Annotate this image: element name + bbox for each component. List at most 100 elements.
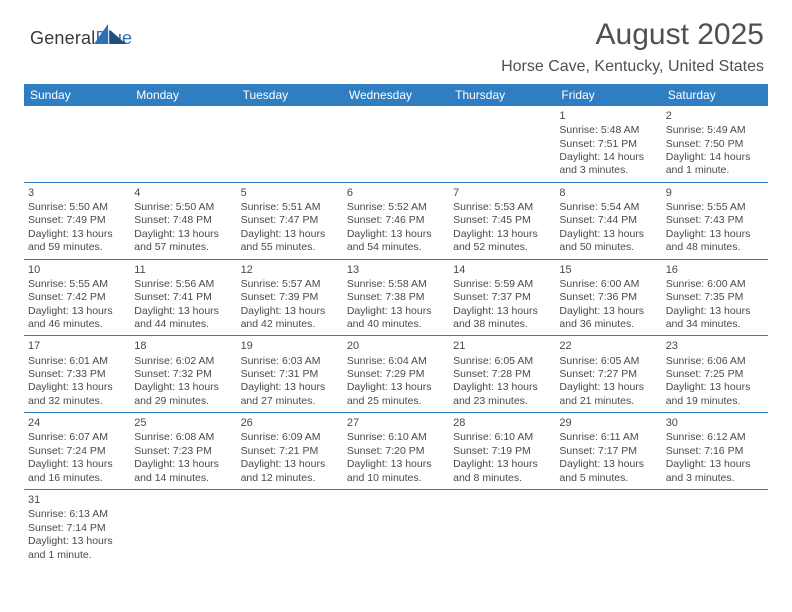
- daylight-text-1: Daylight: 13 hours: [241, 458, 339, 471]
- sunrise-text: Sunrise: 5:58 AM: [347, 278, 445, 291]
- sunset-text: Sunset: 7:28 PM: [453, 368, 551, 381]
- sunrise-text: Sunrise: 5:54 AM: [559, 201, 657, 214]
- calendar-week: 31Sunrise: 6:13 AMSunset: 7:14 PMDayligh…: [24, 490, 768, 566]
- sunrise-text: Sunrise: 5:55 AM: [28, 278, 126, 291]
- sunrise-text: Sunrise: 5:59 AM: [453, 278, 551, 291]
- day-number: 24: [28, 416, 126, 430]
- daylight-text-2: and 3 minutes.: [666, 472, 764, 485]
- sunrise-text: Sunrise: 6:09 AM: [241, 431, 339, 444]
- daylight-text-2: and 34 minutes.: [666, 318, 764, 331]
- sunset-text: Sunset: 7:42 PM: [28, 291, 126, 304]
- day-number: 20: [347, 339, 445, 353]
- day-number: 26: [241, 416, 339, 430]
- day-number: 17: [28, 339, 126, 353]
- daylight-text-2: and 36 minutes.: [559, 318, 657, 331]
- daylight-text-2: and 44 minutes.: [134, 318, 232, 331]
- daylight-text-1: Daylight: 13 hours: [559, 228, 657, 241]
- calendar-day-cell: 27Sunrise: 6:10 AMSunset: 7:20 PMDayligh…: [343, 413, 449, 490]
- sunset-text: Sunset: 7:48 PM: [134, 214, 232, 227]
- calendar-day-cell: 15Sunrise: 6:00 AMSunset: 7:36 PMDayligh…: [555, 259, 661, 336]
- day-number: 23: [666, 339, 764, 353]
- day-number: 4: [134, 186, 232, 200]
- daylight-text-1: Daylight: 13 hours: [666, 228, 764, 241]
- location-subtitle: Horse Cave, Kentucky, United States: [24, 58, 764, 76]
- day-header: Saturday: [662, 84, 768, 106]
- daylight-text-2: and 59 minutes.: [28, 241, 126, 254]
- daylight-text-1: Daylight: 13 hours: [28, 305, 126, 318]
- daylight-text-2: and 29 minutes.: [134, 395, 232, 408]
- calendar-day-cell: 3Sunrise: 5:50 AMSunset: 7:49 PMDaylight…: [24, 182, 130, 259]
- day-number: 16: [666, 263, 764, 277]
- daylight-text-2: and 52 minutes.: [453, 241, 551, 254]
- sunset-text: Sunset: 7:51 PM: [559, 138, 657, 151]
- sunrise-text: Sunrise: 6:05 AM: [453, 355, 551, 368]
- sunset-text: Sunset: 7:46 PM: [347, 214, 445, 227]
- daylight-text-1: Daylight: 13 hours: [559, 305, 657, 318]
- sunrise-text: Sunrise: 6:12 AM: [666, 431, 764, 444]
- calendar-empty-cell: [449, 490, 555, 566]
- sunset-text: Sunset: 7:23 PM: [134, 445, 232, 458]
- calendar-day-cell: 4Sunrise: 5:50 AMSunset: 7:48 PMDaylight…: [130, 182, 236, 259]
- daylight-text-2: and 19 minutes.: [666, 395, 764, 408]
- sunset-text: Sunset: 7:27 PM: [559, 368, 657, 381]
- calendar-day-cell: 25Sunrise: 6:08 AMSunset: 7:23 PMDayligh…: [130, 413, 236, 490]
- daylight-text-1: Daylight: 13 hours: [134, 305, 232, 318]
- day-header: Wednesday: [343, 84, 449, 106]
- calendar-day-cell: 20Sunrise: 6:04 AMSunset: 7:29 PMDayligh…: [343, 336, 449, 413]
- calendar-body: 1Sunrise: 5:48 AMSunset: 7:51 PMDaylight…: [24, 106, 768, 566]
- day-number: 2: [666, 109, 764, 123]
- day-number: 11: [134, 263, 232, 277]
- sunset-text: Sunset: 7:25 PM: [666, 368, 764, 381]
- day-number: 25: [134, 416, 232, 430]
- daylight-text-2: and 46 minutes.: [28, 318, 126, 331]
- sunrise-text: Sunrise: 6:10 AM: [453, 431, 551, 444]
- daylight-text-2: and 25 minutes.: [347, 395, 445, 408]
- daylight-text-1: Daylight: 13 hours: [453, 381, 551, 394]
- sunset-text: Sunset: 7:24 PM: [28, 445, 126, 458]
- calendar-empty-cell: [237, 490, 343, 566]
- sunrise-text: Sunrise: 6:01 AM: [28, 355, 126, 368]
- day-number: 30: [666, 416, 764, 430]
- sunrise-text: Sunrise: 6:11 AM: [559, 431, 657, 444]
- calendar-week: 1Sunrise: 5:48 AMSunset: 7:51 PMDaylight…: [24, 106, 768, 182]
- day-number: 27: [347, 416, 445, 430]
- sunrise-text: Sunrise: 6:06 AM: [666, 355, 764, 368]
- sunset-text: Sunset: 7:32 PM: [134, 368, 232, 381]
- daylight-text-1: Daylight: 13 hours: [28, 381, 126, 394]
- sunset-text: Sunset: 7:19 PM: [453, 445, 551, 458]
- daylight-text-1: Daylight: 13 hours: [347, 381, 445, 394]
- calendar-header-row: Sunday Monday Tuesday Wednesday Thursday…: [24, 84, 768, 106]
- calendar-empty-cell: [130, 106, 236, 182]
- calendar-week: 3Sunrise: 5:50 AMSunset: 7:49 PMDaylight…: [24, 182, 768, 259]
- daylight-text-1: Daylight: 13 hours: [666, 305, 764, 318]
- daylight-text-2: and 40 minutes.: [347, 318, 445, 331]
- sunset-text: Sunset: 7:44 PM: [559, 214, 657, 227]
- calendar-day-cell: 30Sunrise: 6:12 AMSunset: 7:16 PMDayligh…: [662, 413, 768, 490]
- day-number: 8: [559, 186, 657, 200]
- calendar-empty-cell: [662, 490, 768, 566]
- daylight-text-1: Daylight: 14 hours: [559, 151, 657, 164]
- daylight-text-2: and 3 minutes.: [559, 164, 657, 177]
- sunrise-text: Sunrise: 6:05 AM: [559, 355, 657, 368]
- daylight-text-1: Daylight: 13 hours: [28, 458, 126, 471]
- sunrise-text: Sunrise: 5:49 AM: [666, 124, 764, 137]
- day-number: 5: [241, 186, 339, 200]
- sunrise-text: Sunrise: 5:50 AM: [28, 201, 126, 214]
- daylight-text-1: Daylight: 13 hours: [347, 458, 445, 471]
- daylight-text-2: and 12 minutes.: [241, 472, 339, 485]
- daylight-text-1: Daylight: 13 hours: [559, 381, 657, 394]
- sunset-text: Sunset: 7:49 PM: [28, 214, 126, 227]
- day-number: 29: [559, 416, 657, 430]
- daylight-text-1: Daylight: 13 hours: [453, 305, 551, 318]
- day-header: Monday: [130, 84, 236, 106]
- daylight-text-2: and 38 minutes.: [453, 318, 551, 331]
- sunrise-text: Sunrise: 6:10 AM: [347, 431, 445, 444]
- sunset-text: Sunset: 7:16 PM: [666, 445, 764, 458]
- calendar-empty-cell: [449, 106, 555, 182]
- calendar-day-cell: 6Sunrise: 5:52 AMSunset: 7:46 PMDaylight…: [343, 182, 449, 259]
- daylight-text-2: and 14 minutes.: [134, 472, 232, 485]
- day-number: 7: [453, 186, 551, 200]
- calendar-day-cell: 28Sunrise: 6:10 AMSunset: 7:19 PMDayligh…: [449, 413, 555, 490]
- day-header: Sunday: [24, 84, 130, 106]
- calendar-day-cell: 21Sunrise: 6:05 AMSunset: 7:28 PMDayligh…: [449, 336, 555, 413]
